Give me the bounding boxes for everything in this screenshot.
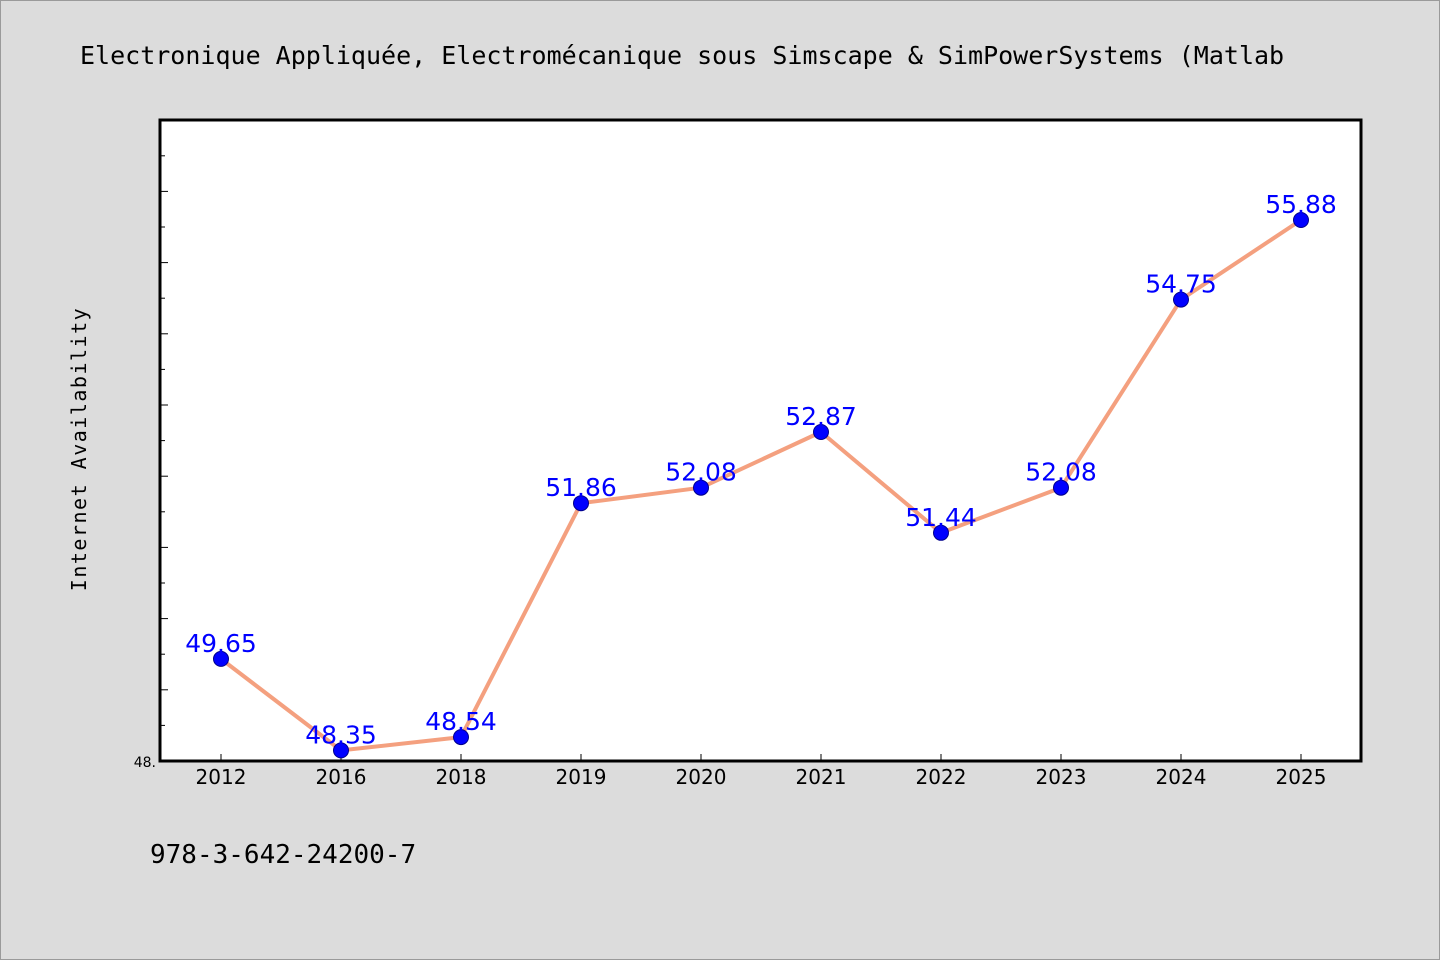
data-label: 48.54 [425, 707, 497, 736]
plot-area [158, 118, 1363, 763]
data-label: 55.88 [1265, 190, 1337, 219]
chart-title: Electronique Appliquée, Electromécanique… [80, 41, 1284, 70]
data-label: 51.44 [905, 503, 977, 532]
series-line [219, 218, 1303, 753]
data-point [1173, 291, 1189, 308]
data-point [213, 650, 229, 667]
y-axis-label: Internet Availability [67, 307, 91, 591]
data-label: 49.65 [185, 629, 257, 658]
data-label: 54.75 [1145, 270, 1217, 299]
data-point [1293, 212, 1309, 228]
data-point [693, 479, 709, 496]
y-tick-label: 48. [134, 755, 156, 771]
data-labels: 49.65 48.35 48.54 51.86 52.08 52.87 51.44 52.08… [185, 190, 1337, 749]
data-point [333, 742, 349, 759]
data-point [813, 424, 829, 440]
data-label: 48.35 [305, 720, 377, 749]
x-tick-label: 2025 [1276, 765, 1327, 789]
data-label: 52.08 [1025, 458, 1097, 487]
x-tick-label: 2023 [1036, 765, 1087, 789]
data-label: 52.87 [785, 402, 857, 431]
x-tick-label: 2019 [556, 765, 607, 789]
x-axis-tick-labels: 2012 2016 2018 2019 2020 2021 2022 2023 2024 2025 [196, 765, 1327, 789]
data-label: 51.86 [545, 473, 617, 502]
data-point [1053, 479, 1069, 496]
x-tick-label: 2018 [436, 765, 487, 789]
data-label: 52.08 [665, 458, 737, 487]
x-tick-label: 2021 [796, 765, 847, 789]
data-point [933, 524, 949, 541]
x-tick-label: 2016 [316, 765, 367, 789]
x-axis-ticks [220, 754, 1302, 761]
x-tick-label: 2022 [916, 765, 967, 789]
data-markers [213, 212, 1309, 759]
x-tick-label: 2020 [676, 765, 727, 789]
y-axis-ticks [160, 155, 168, 762]
x-tick-label: 2012 [196, 765, 247, 789]
x-tick-label: 2024 [1156, 765, 1207, 789]
footer-isbn: 978-3-642-24200-7 [150, 840, 416, 870]
data-point [573, 495, 589, 512]
data-point [453, 729, 469, 746]
y-axis-tick-labels: 48. [134, 755, 156, 771]
